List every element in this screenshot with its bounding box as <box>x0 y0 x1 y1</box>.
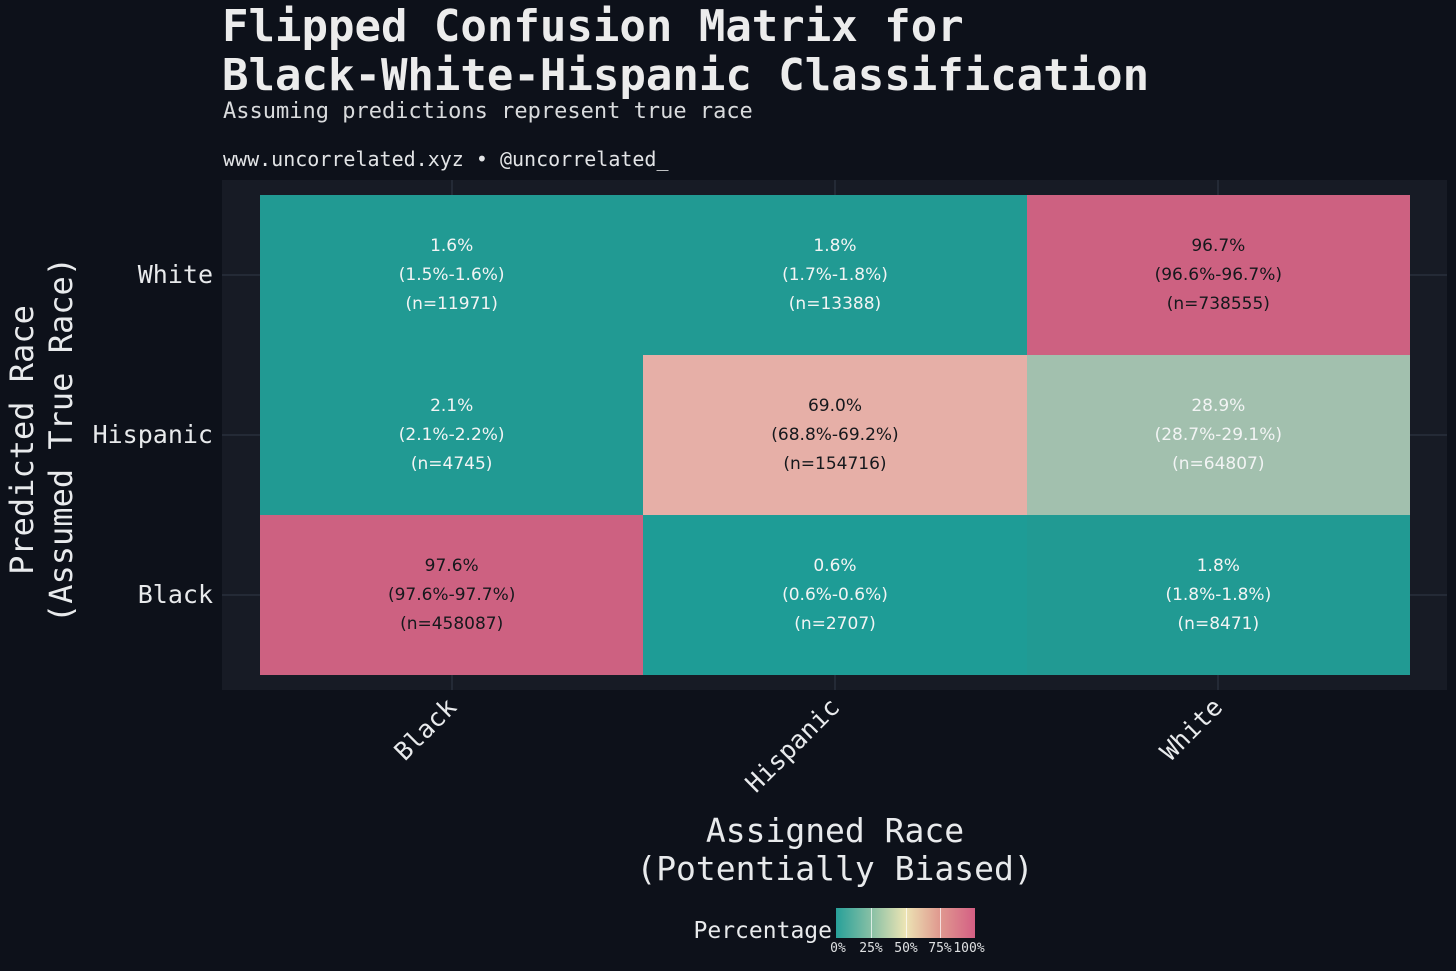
cell-n: (n=13388) <box>788 293 882 314</box>
cell-ci: (0.6%-0.6%) <box>782 584 888 605</box>
xtick-hispanic: Hispanic <box>739 692 845 799</box>
cell-n: (n=4745) <box>410 453 493 474</box>
heatmap-cell-white-white: 96.7% (96.6%-96.7%) (n=738555) <box>1026 195 1410 355</box>
colorbar-tick-75 <box>940 908 942 938</box>
x-axis-title: Assigned Race (Potentially Biased) <box>636 812 1033 888</box>
heatmap-cell-hispanic-white: 28.9% (28.7%-29.1%) (n=64807) <box>1026 355 1410 515</box>
cell-ci: (2.1%-2.2%) <box>398 424 505 445</box>
x-axis-title-line1: Assigned Race <box>705 811 965 850</box>
cell-ci: (1.5%-1.6%) <box>398 264 505 285</box>
y-axis-title-line2: (Assumed True Race) <box>42 256 80 624</box>
cell-n: (n=2707) <box>794 613 876 634</box>
ytick-white: White <box>137 260 213 289</box>
heatmap-cell-hispanic-hispanic: 69.0% (68.8%-69.2%) (n=154716) <box>643 355 1027 515</box>
heatmap-cell-hispanic-black: 2.1% (2.1%-2.2%) (n=4745) <box>260 355 644 515</box>
ytick-hispanic: Hispanic <box>92 420 213 449</box>
y-axis-title: Predicted Race (Assumed True Race) <box>3 257 81 623</box>
cell-percent: 97.6% <box>424 555 479 576</box>
colorbar-label-100: 100% <box>953 941 985 956</box>
cell-n: (n=458087) <box>400 613 504 634</box>
cell-ci: (1.7%-1.8%) <box>782 264 888 285</box>
cell-n: (n=64807) <box>1172 453 1265 474</box>
colorbar-tick-25 <box>870 908 872 938</box>
heatmap-grid: 1.6% (1.5%-1.6%) (n=11971) 1.8% (1.7%-1.… <box>260 195 1410 675</box>
attribution-text: www.uncorrelated.xyz • @uncorrelated_ <box>223 147 669 171</box>
cell-n: (n=11971) <box>405 293 498 314</box>
y-axis-title-line1: Predicted Race <box>3 305 41 575</box>
xtick-black: Black <box>388 692 462 767</box>
cell-percent: 2.1% <box>430 395 474 416</box>
chart-title-line2: Black-White-Hispanic Classification <box>222 50 1150 101</box>
plot-panel: 1.6% (1.5%-1.6%) (n=11971) 1.8% (1.7%-1.… <box>222 180 1447 690</box>
cell-ci: (68.8%-69.2%) <box>771 424 899 445</box>
colorbar-tick-50 <box>905 908 907 938</box>
cell-percent: 69.0% <box>807 395 862 416</box>
heatmap-cell-black-black: 97.6% (97.6%-97.7%) (n=458087) <box>260 515 644 675</box>
cell-n: (n=8471) <box>1177 613 1260 634</box>
cell-percent: 96.7% <box>1191 235 1246 256</box>
cell-ci: (28.7%-29.1%) <box>1154 424 1283 445</box>
cell-n: (n=154716) <box>783 453 887 474</box>
cell-percent: 1.6% <box>430 235 474 256</box>
xtick-white: White <box>1154 692 1228 767</box>
colorbar-label-75: 75% <box>928 941 952 956</box>
ytick-black: Black <box>137 580 213 609</box>
heatmap-cell-white-hispanic: 1.8% (1.7%-1.8%) (n=13388) <box>643 195 1027 355</box>
chart-subtitle: Assuming predictions represent true race <box>223 99 753 124</box>
cell-percent: 28.9% <box>1191 395 1246 416</box>
heatmap-cell-black-hispanic: 0.6% (0.6%-0.6%) (n=2707) <box>643 515 1027 675</box>
colorbar <box>836 908 975 938</box>
colorbar-label-0: 0% <box>830 941 846 956</box>
colorbar-label-25: 25% <box>859 941 883 956</box>
chart-title-line1: Flipped Confusion Matrix for <box>222 1 964 52</box>
cell-ci: (97.6%-97.7%) <box>387 584 516 605</box>
x-axis-title-line2: (Potentially Biased) <box>636 849 1034 888</box>
chart-title: Flipped Confusion Matrix for Black-White… <box>222 2 1149 100</box>
cell-n: (n=738555) <box>1166 293 1270 314</box>
cell-percent: 1.8% <box>1196 555 1240 576</box>
heatmap-cell-black-white: 1.8% (1.8%-1.8%) (n=8471) <box>1026 515 1410 675</box>
legend-title: Percentage <box>693 918 832 944</box>
colorbar-label-50: 50% <box>894 941 918 956</box>
cell-percent: 0.6% <box>813 555 857 576</box>
heatmap-cell-white-black: 1.6% (1.5%-1.6%) (n=11971) <box>260 195 644 355</box>
cell-percent: 1.8% <box>813 235 857 256</box>
cell-ci: (1.8%-1.8%) <box>1165 584 1272 605</box>
cell-ci: (96.6%-96.7%) <box>1154 264 1283 285</box>
